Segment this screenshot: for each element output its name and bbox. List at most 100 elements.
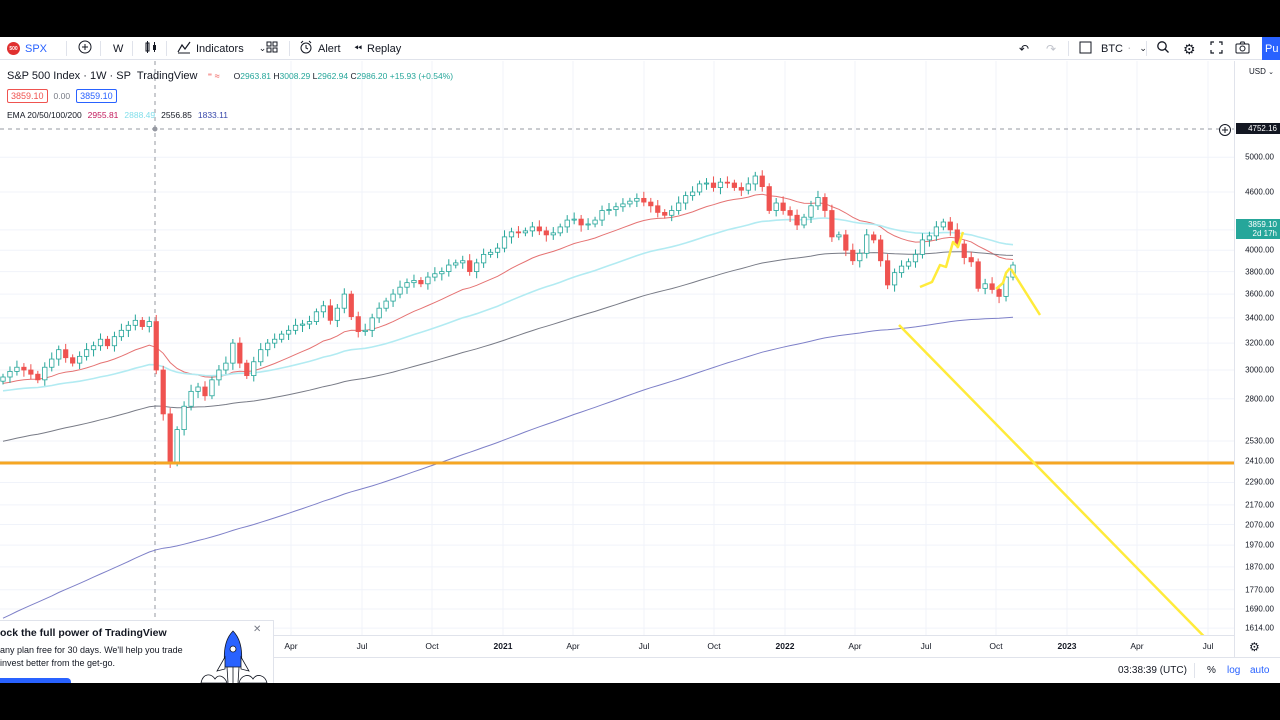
promo-popup: ock the full power of TradingView any pl… <box>0 620 274 683</box>
chevron-down-icon[interactable]: ⌄ <box>1139 43 1147 53</box>
currency-label[interactable]: USD ⌄ <box>1249 67 1274 76</box>
symbol-search-button[interactable]: 500 SPX <box>7 37 47 60</box>
candle-body <box>21 366 27 371</box>
candle-body <box>237 342 243 364</box>
publish-button[interactable]: Pu <box>1262 37 1280 60</box>
candle-body <box>940 221 946 228</box>
promo-body-line2: invest better from the get-go. <box>0 658 116 668</box>
candle-body <box>780 202 786 211</box>
promo-body-line1: any plan free for 30 days. We'll help yo… <box>0 645 183 655</box>
wave-drawing-end[interactable] <box>995 267 1011 290</box>
time-tick: Jul <box>920 641 932 651</box>
chart-type-button[interactable] <box>144 37 158 60</box>
candle-body <box>70 357 76 364</box>
interval-button[interactable]: W <box>113 37 123 60</box>
candle-body <box>731 182 737 188</box>
axis-settings-button[interactable]: ⚙ <box>1249 638 1260 656</box>
price-chart[interactable] <box>0 61 1234 635</box>
candle-body <box>634 197 640 202</box>
undo-button[interactable]: ↶ <box>1019 37 1029 60</box>
source-label: TradingView <box>136 70 198 82</box>
candle-body <box>118 329 125 338</box>
candle-body <box>432 273 438 278</box>
candle-body <box>216 369 222 381</box>
candle-body <box>188 390 194 407</box>
candle-body <box>265 342 271 351</box>
candle-body <box>543 230 549 236</box>
save-layout-button[interactable]: BTC · ⌄ <box>1101 37 1147 60</box>
ema-legend[interactable]: EMA 20/50/100/200 2955.81 2888.49 2556.8… <box>7 110 228 120</box>
price-tick: 2070.00 <box>1245 520 1274 530</box>
price-tick: 3600.00 <box>1245 289 1274 299</box>
add-alert-plus-icon[interactable] <box>1218 123 1232 137</box>
time-axis[interactable]: Apr Jul Oct 2021 Apr Jul Oct 2022 Apr Jul Oct 2023 A… <box>0 635 1234 655</box>
candle-body <box>28 369 34 375</box>
add-circle-icon <box>78 40 92 57</box>
candle-body <box>703 182 710 185</box>
fullscreen-button[interactable] <box>1210 37 1223 60</box>
ema100-value: 2556.85 <box>161 110 192 120</box>
auto-scale-toggle[interactable]: auto <box>1250 665 1270 676</box>
log-scale-toggle[interactable]: log <box>1227 665 1241 676</box>
candle-body <box>487 251 494 255</box>
candle-body <box>689 191 696 197</box>
time-tick: Oct <box>707 641 721 651</box>
wave-drawing[interactable] <box>919 231 965 289</box>
chevron-down-icon[interactable]: ⌄ <box>258 43 267 53</box>
spread-value: 0.00 <box>53 91 71 101</box>
buy-price-box[interactable]: 3859.10 <box>76 89 117 103</box>
candle-body <box>313 311 320 322</box>
templates-button[interactable] <box>265 37 279 60</box>
percent-scale-toggle[interactable]: % <box>1207 665 1216 676</box>
candle-body <box>258 349 264 363</box>
symbol-title[interactable]: S&P 500 Index · 1W · SP <box>7 70 131 82</box>
settings-button[interactable]: ⚙ <box>1183 37 1196 60</box>
candle-body <box>7 370 13 378</box>
candle-body <box>90 345 97 351</box>
low-value: 2962.94 <box>317 71 349 81</box>
candle-body <box>369 317 375 331</box>
candle-body <box>501 236 508 249</box>
square-layout-icon <box>1079 41 1092 57</box>
candle-body <box>975 261 981 289</box>
candle-body <box>696 183 703 193</box>
time-tick: Jul <box>356 641 368 651</box>
candle-body <box>717 181 724 188</box>
compare-button[interactable] <box>78 37 92 60</box>
promo-cta-button[interactable] <box>0 678 71 683</box>
candle-body <box>822 197 828 211</box>
candle-body <box>362 329 368 332</box>
camera-icon <box>1235 41 1250 57</box>
candle-body <box>989 283 995 290</box>
layout-name-label: BTC <box>1101 42 1123 55</box>
candle-body <box>125 324 131 331</box>
price-axis[interactable]: USD ⌄ 5000.004600.004200.004000.003800.0… <box>1234 61 1280 657</box>
sell-price-box[interactable]: 3859.10 <box>7 89 48 103</box>
time-tick: Jul <box>1202 641 1214 651</box>
trend-line-drawing[interactable] <box>898 324 1232 635</box>
candle-body <box>766 186 772 211</box>
legend-indicators-icon[interactable]: ⁼ ≈ <box>207 70 220 81</box>
utc-clock[interactable]: 03:38:39 (UTC) <box>1118 665 1187 676</box>
replay-button[interactable]: ⏪︎ Replay <box>354 37 401 60</box>
last-price-label: 3859.10 2d 17h <box>1236 219 1280 239</box>
alert-button[interactable]: Alert <box>299 37 341 60</box>
indicators-button[interactable]: Indicators ⌄ <box>177 37 266 60</box>
quick-search-button[interactable] <box>1156 37 1170 60</box>
time-tick: Apr <box>566 641 580 651</box>
layout-button[interactable] <box>1079 37 1092 60</box>
candle-body <box>885 260 891 286</box>
candle-body <box>808 205 814 218</box>
candle-body <box>453 262 459 266</box>
candle-body <box>599 210 605 221</box>
projection-line-drawing[interactable] <box>1009 268 1042 316</box>
toolbar-divider <box>100 41 101 56</box>
candle-body <box>947 221 953 231</box>
candle-body <box>334 307 340 321</box>
redo-button[interactable]: ↷ <box>1046 37 1056 60</box>
candle-body <box>968 257 974 263</box>
snapshot-button[interactable] <box>1235 37 1250 60</box>
candle-body <box>174 429 180 464</box>
close-icon[interactable]: ✕ <box>253 624 262 635</box>
time-tick: 2023 <box>1057 641 1077 651</box>
